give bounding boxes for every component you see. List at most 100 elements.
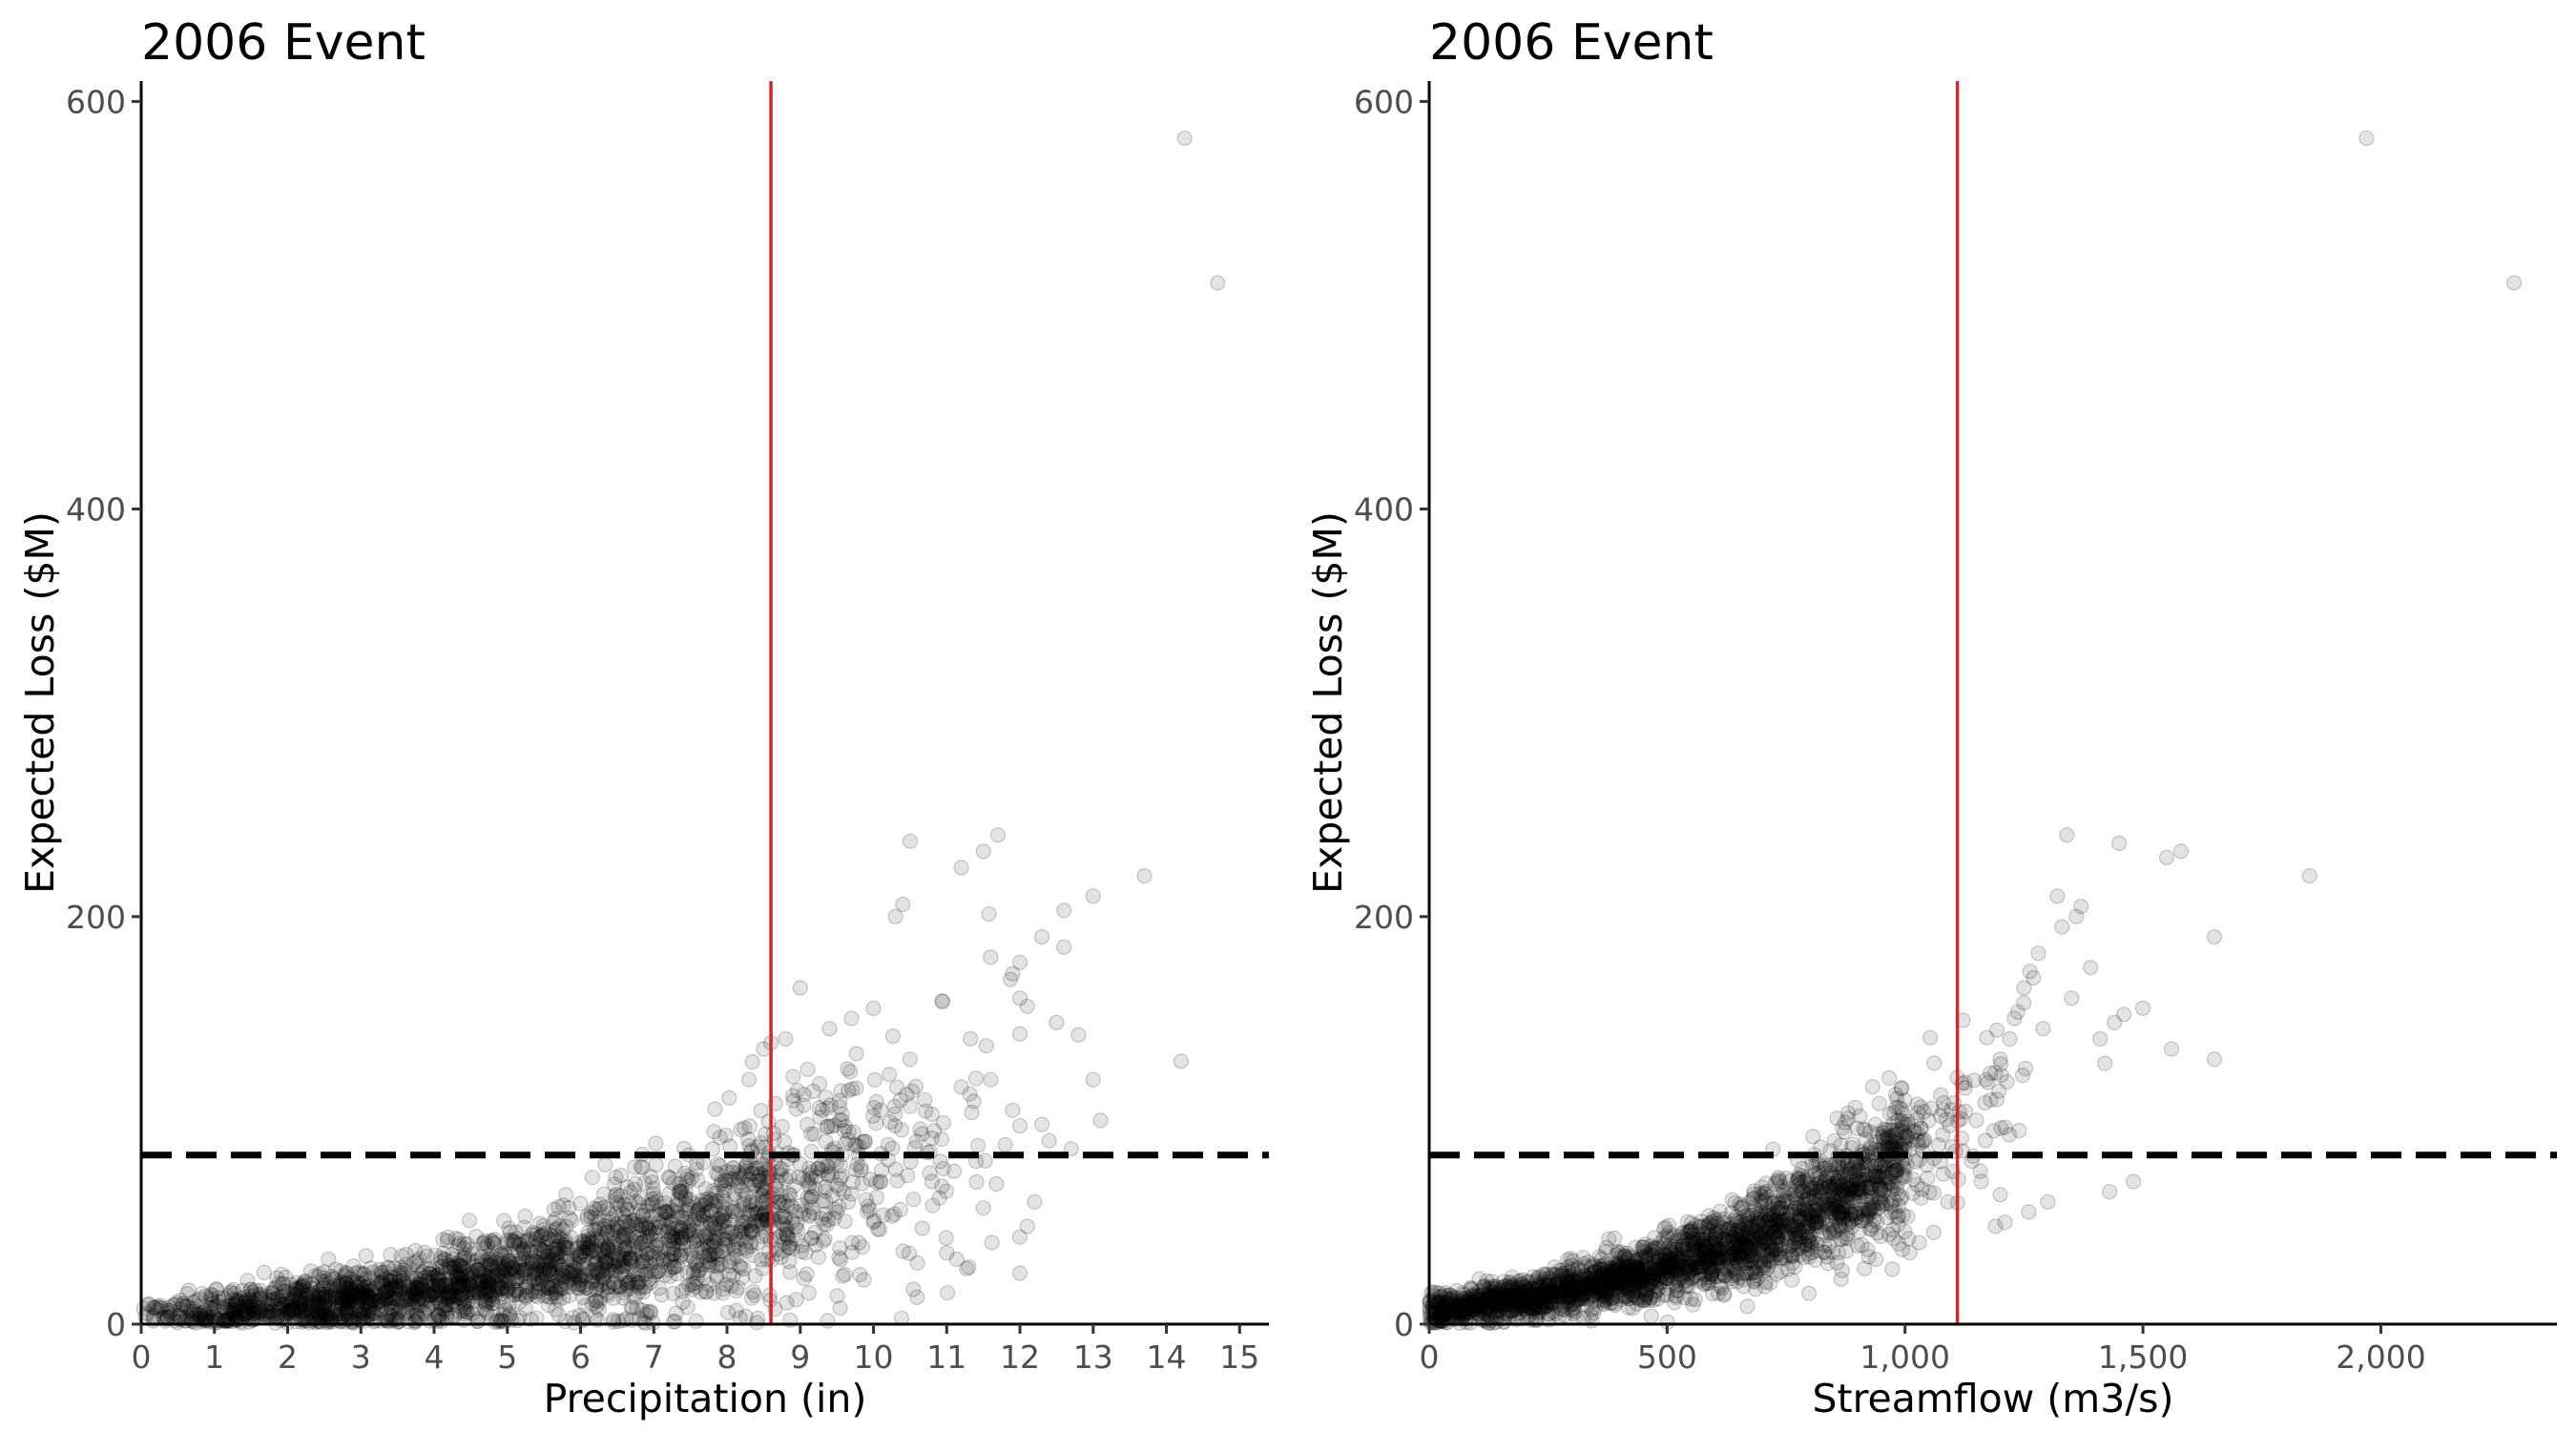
- data-point: [801, 1167, 818, 1183]
- data-point: [848, 1046, 864, 1062]
- data-point: [485, 1295, 501, 1312]
- data-point: [436, 1300, 452, 1317]
- data-point: [551, 1229, 567, 1246]
- data-point: [661, 1170, 678, 1186]
- data-point: [340, 1299, 356, 1317]
- data-point: [934, 992, 950, 1009]
- data-point: [297, 1301, 314, 1318]
- data-point: [674, 1228, 690, 1244]
- data-point: [726, 1191, 742, 1207]
- data-point: [581, 1244, 597, 1261]
- data-point: [584, 1264, 600, 1280]
- data-point: [953, 1079, 969, 1095]
- data-point: [532, 1229, 550, 1245]
- data-point: [945, 1163, 963, 1179]
- data-point: [547, 1284, 564, 1300]
- data-point: [1070, 1027, 1087, 1043]
- data-point: [654, 1287, 670, 1303]
- data-point: [673, 1219, 689, 1236]
- data-point: [512, 1237, 529, 1254]
- data-point: [717, 1193, 733, 1210]
- data-point: [476, 1266, 492, 1283]
- data-point: [612, 1197, 628, 1213]
- data-point: [456, 1235, 472, 1253]
- data-point: [359, 1307, 376, 1323]
- data-point: [401, 1286, 417, 1302]
- data-point: [1643, 1308, 1659, 1324]
- data-point: [622, 1184, 639, 1200]
- data-point: [1979, 1029, 1995, 1046]
- data-point: [425, 1284, 441, 1300]
- data-point: [303, 1280, 320, 1296]
- data-point: [603, 1250, 620, 1266]
- data-point: [798, 1244, 814, 1261]
- data-point: [621, 1218, 637, 1234]
- data-point: [337, 1306, 353, 1322]
- data-point: [561, 1264, 577, 1280]
- data-point: [546, 1278, 562, 1295]
- x-tick-label: 15: [1219, 1338, 1259, 1376]
- data-point: [557, 1245, 573, 1262]
- data-point: [404, 1289, 420, 1305]
- data-point: [770, 1193, 786, 1210]
- data-point: [378, 1292, 394, 1308]
- data-point: [784, 1240, 800, 1256]
- data-point: [478, 1273, 494, 1289]
- data-point: [708, 1243, 724, 1260]
- data-point: [569, 1267, 585, 1283]
- data-point: [616, 1258, 633, 1275]
- data-point: [497, 1273, 513, 1289]
- data-point: [359, 1284, 375, 1300]
- data-point: [227, 1296, 243, 1314]
- data-point: [686, 1234, 702, 1250]
- data-point: [841, 1082, 857, 1099]
- data-point: [288, 1279, 304, 1296]
- data-point: [796, 1097, 812, 1113]
- data-point: [281, 1284, 298, 1301]
- data-point: [560, 1251, 576, 1267]
- data-point: [733, 1167, 750, 1183]
- data-point: [625, 1227, 641, 1244]
- data-point: [784, 1088, 801, 1104]
- x-tick-label: 10: [854, 1338, 894, 1376]
- data-point: [997, 1136, 1013, 1153]
- data-point: [535, 1217, 551, 1234]
- data-point: [316, 1297, 332, 1315]
- data-point: [681, 1222, 697, 1238]
- data-point: [555, 1280, 571, 1296]
- data-point: [592, 1237, 608, 1254]
- data-point: [829, 1288, 845, 1304]
- x-tick-label: 6: [571, 1338, 591, 1376]
- data-point: [653, 1206, 670, 1222]
- data-point: [777, 1210, 794, 1226]
- data-point: [666, 1245, 682, 1261]
- data-point: [699, 1205, 716, 1221]
- data-point: [176, 1297, 192, 1314]
- data-point: [374, 1274, 390, 1290]
- data-point: [480, 1294, 497, 1310]
- data-point: [363, 1260, 379, 1276]
- data-point: [665, 1240, 681, 1256]
- data-point: [609, 1194, 626, 1211]
- data-point: [549, 1245, 566, 1262]
- data-point: [606, 1176, 623, 1192]
- data-point: [461, 1213, 478, 1229]
- data-point: [708, 1165, 725, 1181]
- data-point: [799, 1266, 815, 1282]
- data-point: [1092, 1112, 1109, 1129]
- data-point: [399, 1288, 416, 1305]
- data-point: [343, 1275, 360, 1291]
- data-point: [580, 1228, 596, 1244]
- data-point: [1661, 1217, 1677, 1234]
- data-point: [335, 1275, 351, 1291]
- data-point: [983, 1071, 999, 1088]
- data-point: [710, 1166, 727, 1183]
- data-point: [205, 1296, 222, 1312]
- data-point: [211, 1289, 227, 1306]
- data-point: [641, 1229, 658, 1245]
- data-point: [209, 1310, 225, 1327]
- data-point: [537, 1225, 554, 1242]
- data-point: [725, 1159, 741, 1175]
- chart-panel-streamflow: 2006 Event 0 200 400 600 0 500 1,000 1,500 2,000 S…: [1288, 0, 2576, 1431]
